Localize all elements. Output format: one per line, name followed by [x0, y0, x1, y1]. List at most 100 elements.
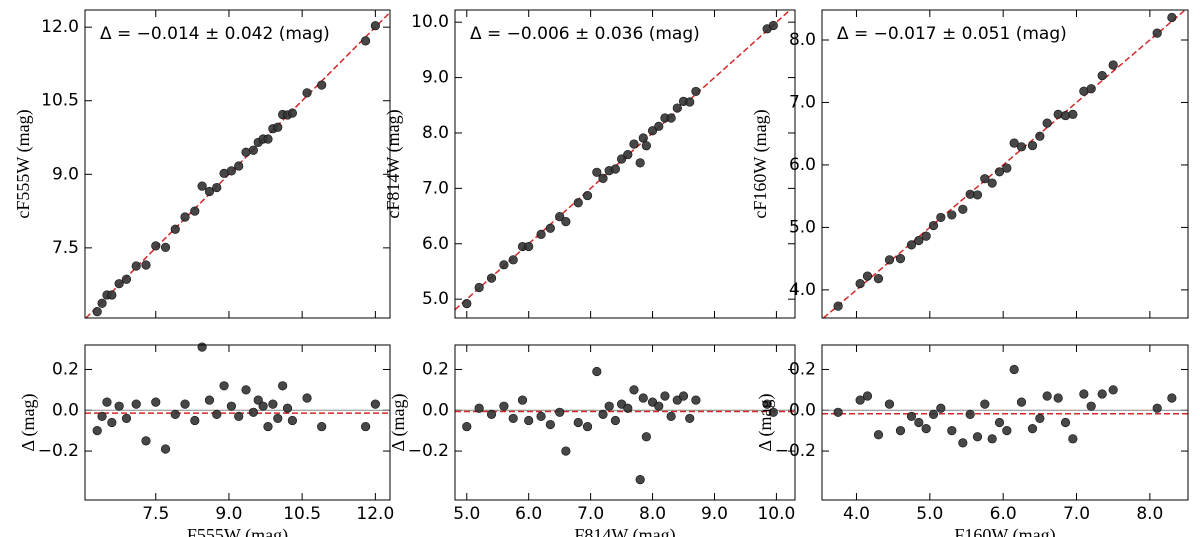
data-point: [107, 417, 117, 428]
data-point: [833, 301, 843, 311]
data-point: [170, 409, 180, 419]
data-point: [768, 407, 778, 417]
data-point: [462, 421, 472, 432]
data-point: [234, 411, 244, 421]
y-axis-label: cF814W (mag): [383, 109, 404, 218]
data-point: [638, 133, 648, 143]
data-point: [965, 409, 975, 419]
data-point: [833, 407, 843, 417]
data-point: [635, 158, 645, 168]
annotation: Δ = −0.017 ± 0.051 (mag): [837, 24, 1067, 44]
data-point: [958, 204, 968, 214]
data-point: [121, 413, 132, 424]
data-point: [1027, 424, 1038, 434]
x-tick-label: 6.0: [515, 504, 542, 524]
y-axis-label: Δ (mag): [388, 393, 409, 451]
data-point: [906, 411, 917, 421]
plot-frame: [821, 9, 1189, 319]
y-tick-label: 8.0: [422, 123, 449, 143]
data-point: [287, 415, 298, 426]
data-point: [317, 80, 327, 90]
data-point: [666, 411, 676, 421]
data-point: [666, 113, 676, 123]
data-point: [635, 475, 645, 485]
y-tick-label: 9.0: [422, 68, 449, 88]
y-tick-label: 6.0: [422, 234, 449, 254]
data-point: [263, 421, 273, 432]
data-point: [268, 399, 278, 409]
y-tick-label: −0.2: [775, 441, 816, 461]
y-tick-label: 7.0: [422, 178, 449, 198]
y-tick-label: 9.0: [52, 164, 79, 184]
data-point: [762, 399, 772, 409]
data-point: [678, 391, 689, 401]
data-point: [170, 224, 180, 234]
data-point: [1016, 142, 1027, 152]
data-point: [273, 413, 283, 424]
data-point: [361, 36, 371, 46]
data-point: [604, 401, 614, 411]
data-point: [616, 154, 627, 164]
data-point: [253, 395, 263, 405]
data-point: [92, 426, 102, 436]
data-point: [685, 97, 695, 107]
data-point: [1108, 385, 1118, 395]
data-point: [241, 385, 251, 395]
data-point: [987, 178, 997, 188]
data-point: [234, 161, 244, 171]
y-tick-label: 0.2: [789, 359, 816, 379]
data-point: [107, 290, 117, 300]
x-tick-label: 7.0: [1063, 504, 1090, 524]
data-point: [768, 20, 778, 31]
y-tick-label: −0.2: [408, 441, 449, 461]
data-point: [1097, 70, 1107, 81]
y-axis-label: cF160W (mag): [750, 109, 771, 218]
data-point: [545, 223, 555, 233]
y-tick-label: 0.0: [422, 400, 449, 420]
data-point: [1042, 118, 1052, 128]
y-tick-label: 0.2: [52, 359, 79, 379]
data-point: [1002, 163, 1012, 173]
y-tick-label: −0.2: [38, 441, 79, 461]
data-point: [958, 438, 968, 448]
data-point: [1068, 109, 1078, 119]
data-point: [1016, 397, 1027, 407]
data-point: [555, 407, 565, 417]
data-point: [536, 229, 546, 239]
x-tick-label: 4.0: [843, 504, 870, 524]
data-point: [1042, 391, 1052, 401]
y-tick-label: 6.0: [789, 155, 816, 175]
data-point: [1167, 393, 1177, 403]
data-point: [1035, 413, 1045, 424]
data-point: [160, 242, 171, 252]
x-tick-label: 7.5: [142, 504, 169, 524]
data-point: [672, 103, 682, 113]
data-point: [302, 88, 312, 98]
data-point: [486, 273, 497, 283]
y-axis-label: Δ (mag): [755, 393, 776, 451]
identity-line: [822, 9, 1186, 319]
data-point: [248, 407, 258, 417]
data-point: [197, 181, 207, 191]
data-point: [212, 409, 222, 419]
data-point: [1053, 393, 1063, 403]
y-tick-label: 0.0: [52, 400, 79, 420]
data-point: [592, 167, 602, 177]
data-point: [114, 279, 124, 289]
data-point: [598, 173, 608, 184]
data-point: [685, 413, 695, 424]
data-point: [555, 212, 565, 222]
data-point: [928, 220, 939, 231]
data-point: [131, 261, 141, 271]
data-point: [204, 186, 215, 197]
data-point: [660, 391, 670, 401]
data-point: [561, 217, 571, 227]
data-point: [92, 307, 102, 317]
data-point: [914, 235, 924, 246]
data-point: [610, 415, 621, 426]
y-tick-label: 10.0: [411, 12, 449, 32]
data-point: [994, 167, 1005, 177]
data-point: [474, 403, 484, 413]
data-point: [212, 182, 222, 193]
data-point: [561, 446, 571, 456]
